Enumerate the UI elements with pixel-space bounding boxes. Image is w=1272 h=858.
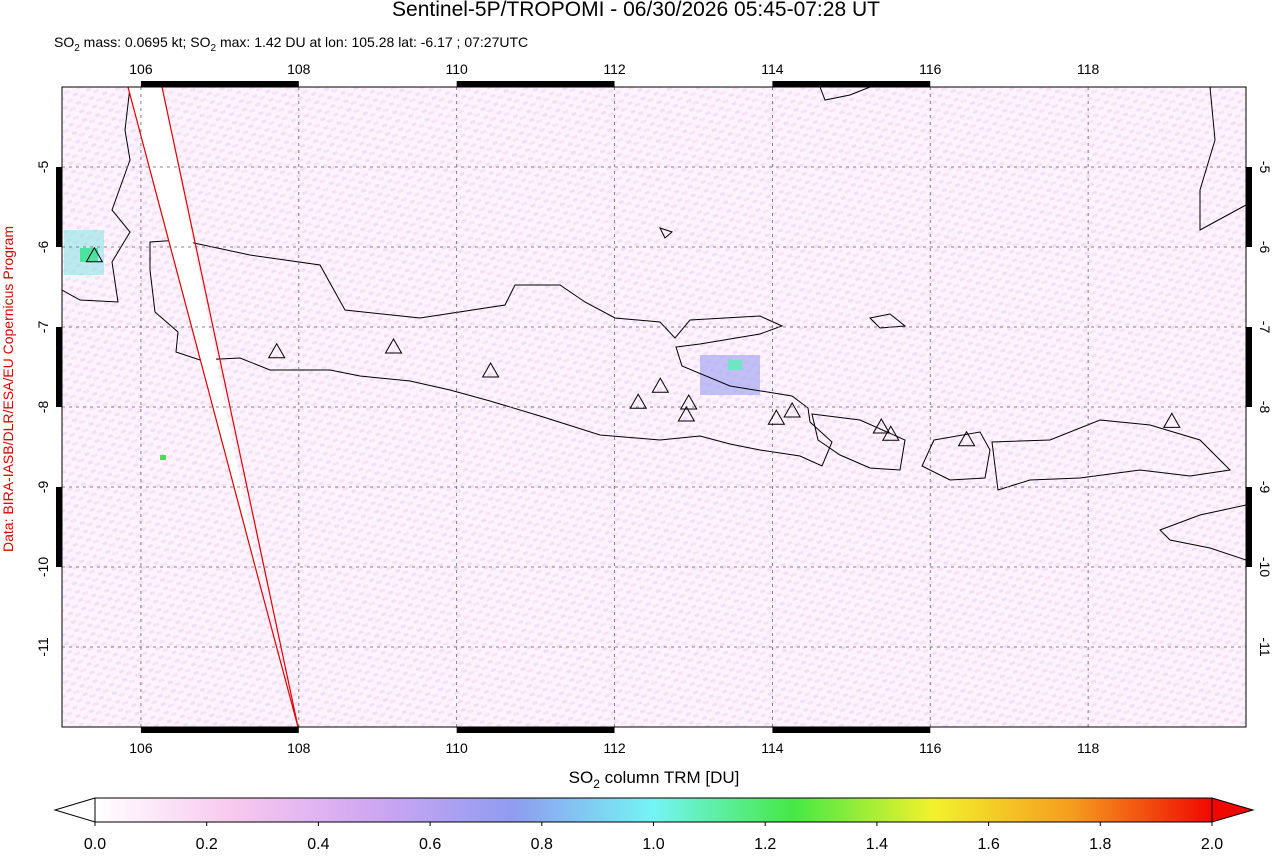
y-tick-label: -7 (1257, 321, 1272, 334)
x-tick-label: 106 (129, 740, 153, 756)
colorbar-tick-label: 0.4 (307, 836, 329, 853)
colorbar-tick-label: 0.6 (419, 836, 441, 853)
colorbar-tick-label: 1.0 (642, 836, 664, 853)
x-tick-label: 116 (919, 740, 942, 756)
colorbar-arrow-high (1211, 797, 1255, 823)
coastlines (62, 87, 1246, 561)
frame-segment (140, 81, 299, 87)
axes: 106 106 108 108 110 110 112 112 114 114 116 116 118 1… (35, 61, 1272, 853)
colorbar-tick-label: 1.6 (977, 836, 999, 853)
swath-edge (127, 87, 265, 601)
colorbar-tick-label: 1.8 (1089, 836, 1111, 853)
so2-hotspot (728, 360, 742, 370)
subtitle-part: 2 (74, 43, 80, 54)
coastline (1159, 504, 1246, 561)
volcano (957, 430, 976, 447)
x-tick-label: 110 (446, 61, 469, 77)
y-tick-label: -6 (1257, 241, 1272, 254)
colorbar-tick-label: 0.0 (84, 836, 106, 853)
x-tick-label: 112 (603, 740, 626, 756)
coastline (921, 431, 991, 481)
subtitle-part: SO (54, 34, 74, 50)
frame-segment (140, 727, 299, 733)
coastline (811, 413, 906, 471)
volcano (384, 337, 403, 354)
y-tick-label: -11 (35, 637, 51, 656)
coastline (991, 419, 1232, 491)
coastline (62, 87, 131, 303)
volcano (629, 393, 648, 409)
volcano (881, 425, 900, 441)
title: Sentinel-5P/TROPOMI - 06/30/2026 05:45-0… (392, 0, 880, 21)
volcano (481, 361, 500, 378)
colorbar-label-part: column TRM [DU] (600, 768, 740, 787)
x-tick-label: 108 (287, 740, 311, 756)
colorbar-tick-label: 0.2 (196, 836, 218, 853)
y-tick-label: -10 (35, 557, 51, 577)
x-tick-label: 110 (446, 740, 469, 756)
x-tick-label: 106 (129, 61, 153, 77)
y-tick-label: -11 (1257, 637, 1272, 656)
colorbar (94, 797, 1213, 823)
frame-segment (456, 727, 615, 733)
colorbar-label-part: 2 (593, 777, 600, 791)
volcano (677, 405, 696, 422)
y-tick-label: -6 (35, 241, 51, 254)
volcano (1162, 412, 1181, 428)
colorbar-tick-label: 1.2 (754, 836, 776, 853)
subtitle-part: mass: 0.0695 kt; SO (80, 34, 211, 50)
y-tick-label: -9 (1257, 481, 1272, 494)
volcano (872, 417, 891, 434)
volcano (679, 393, 698, 410)
coastline (149, 239, 833, 467)
y-tick-label: -8 (35, 401, 51, 414)
so2-hotspot (80, 248, 98, 262)
x-tick-label: 112 (603, 61, 626, 77)
coastline (1199, 87, 1246, 231)
y-tick-label: -8 (1257, 401, 1272, 414)
x-tick-label: 116 (919, 61, 942, 77)
coastline (659, 227, 907, 329)
volcano (767, 409, 786, 425)
colorbar-tick-label: 2.0 (1201, 836, 1223, 853)
map-frame (61, 86, 1247, 728)
frame-segment (56, 487, 62, 567)
volcano (267, 342, 286, 359)
y-tick-label: -5 (1257, 161, 1272, 174)
volcano (783, 401, 801, 418)
subtitle-part: max: 1.42 DU at lon: 105.28 lat: -6.17 ;… (216, 34, 528, 50)
frame-segment (1246, 167, 1252, 247)
colorbar-label: SO2 column TRM [DU] (569, 768, 740, 791)
volcano (651, 377, 670, 393)
colorbar-arrow-low (53, 797, 96, 823)
x-tick-label: 118 (1077, 61, 1100, 77)
so2-hotspot (160, 455, 166, 460)
x-tick-label: 114 (761, 740, 784, 756)
swath-edge (263, 599, 299, 727)
colorbar-tick-label: 1.4 (866, 836, 888, 853)
subtitle-part: 2 (211, 43, 217, 54)
colorbar-tick-label: 0.8 (531, 836, 553, 853)
frame-segment (56, 167, 62, 247)
x-tick-label: 114 (761, 61, 784, 77)
y-tick-label: -10 (1257, 557, 1272, 577)
colorbar-label-part: SO (569, 768, 594, 787)
frame-segment (56, 327, 62, 407)
x-tick-label: 108 (287, 61, 311, 77)
frame-segment (1246, 327, 1252, 407)
coastline (819, 87, 871, 101)
frame-segment (772, 727, 931, 733)
credit: Data: BIRA-IASB/DLR/ESA/EU Copernicus Pr… (0, 226, 16, 552)
volcano (85, 246, 104, 263)
subtitle: SO2 mass: 0.0695 kt; SO2 max: 1.42 DU at… (54, 34, 528, 54)
y-tick-label: -9 (35, 481, 51, 494)
frame-segment (456, 81, 615, 87)
y-tick-label: -5 (35, 161, 51, 174)
frame-segment (772, 81, 931, 87)
so2-hotspots (64, 230, 760, 460)
y-tick-label: -7 (35, 321, 51, 334)
x-tick-label: 118 (1077, 740, 1100, 756)
frame-segment (1246, 487, 1252, 567)
